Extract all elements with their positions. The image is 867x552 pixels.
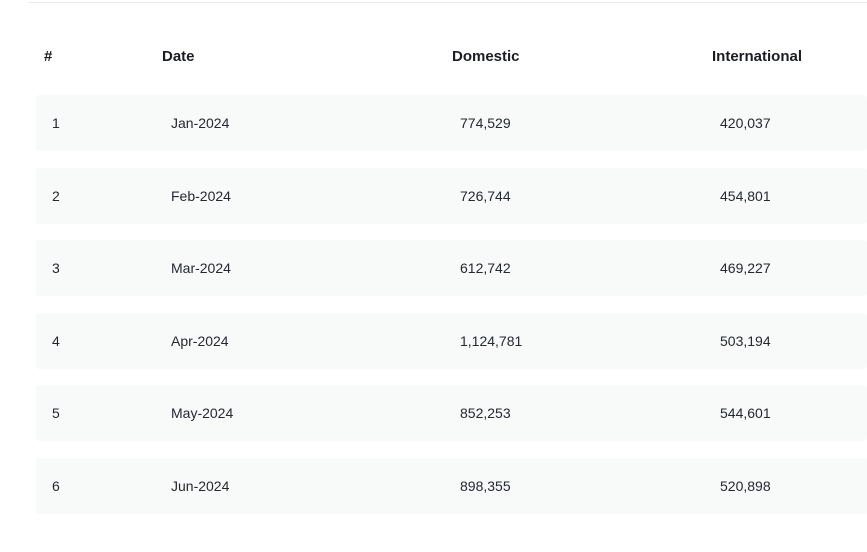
row-date: Mar-2024 <box>171 260 231 276</box>
table-row[interactable]: 5 May-2024 852,253 544,601 <box>36 385 867 441</box>
row-index: 1 <box>52 115 60 131</box>
row-domestic: 898,355 <box>460 477 511 494</box>
row-international: 420,037 <box>720 115 771 131</box>
table-body: 1 Jan-2024 774,529 420,037 2 Feb-2024 72… <box>36 95 867 530</box>
table-row[interactable]: 1 Jan-2024 774,529 420,037 <box>36 95 867 151</box>
column-header-international[interactable]: International <box>712 48 803 65</box>
row-index: 3 <box>52 260 60 276</box>
table-header-row: # Date Domestic International <box>0 44 867 70</box>
table-row[interactable]: 3 Mar-2024 612,742 469,227 <box>36 240 867 296</box>
column-header-index[interactable]: # <box>44 48 53 65</box>
row-index: 4 <box>52 332 60 349</box>
column-header-domestic[interactable]: Domestic <box>452 48 520 65</box>
row-index: 6 <box>52 477 60 494</box>
row-international: 503,194 <box>720 332 771 349</box>
row-international: 454,801 <box>720 187 771 204</box>
row-domestic: 1,124,781 <box>460 332 523 349</box>
row-international: 544,601 <box>720 405 771 421</box>
row-index: 5 <box>52 405 60 421</box>
row-date: Feb-2024 <box>171 187 231 204</box>
top-divider <box>28 2 867 3</box>
row-date: Apr-2024 <box>171 332 229 349</box>
row-domestic: 852,253 <box>460 405 511 421</box>
table-row[interactable]: 2 Feb-2024 726,744 454,801 <box>36 167 867 224</box>
table-row[interactable]: 4 Apr-2024 1,124,781 503,194 <box>36 312 867 369</box>
row-date: May-2024 <box>171 405 234 421</box>
row-international: 469,227 <box>720 260 771 276</box>
row-domestic: 612,742 <box>460 260 511 276</box>
table-row[interactable]: 6 Jun-2024 898,355 520,898 <box>36 457 867 514</box>
row-domestic: 774,529 <box>460 115 511 131</box>
row-index: 2 <box>52 187 60 204</box>
row-date: Jun-2024 <box>171 477 230 494</box>
row-domestic: 726,744 <box>460 187 511 204</box>
row-international: 520,898 <box>720 477 771 494</box>
row-date: Jan-2024 <box>171 115 230 131</box>
column-header-date[interactable]: Date <box>162 48 195 65</box>
